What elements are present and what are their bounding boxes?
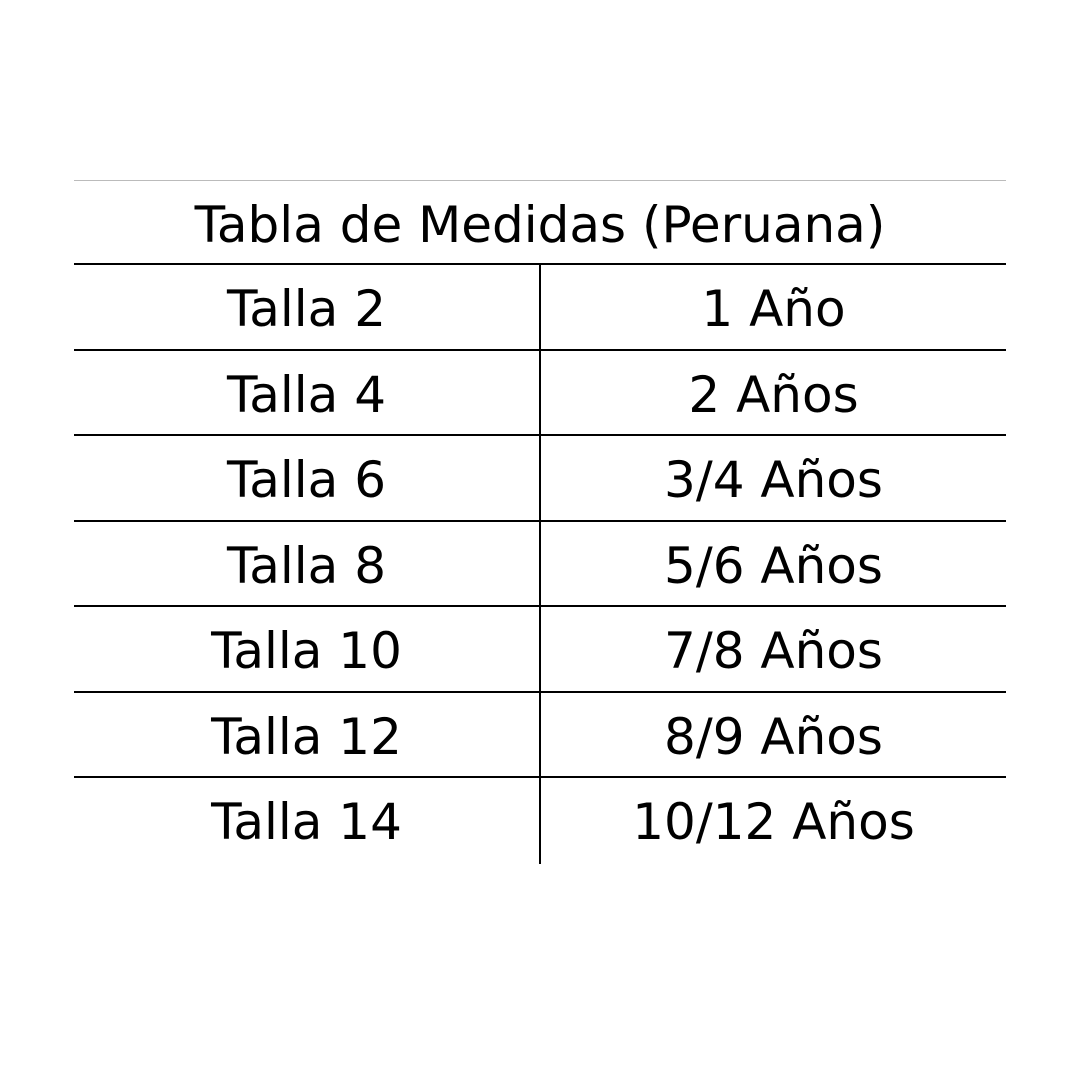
size-cell: Talla 6 <box>74 436 541 520</box>
age-cell: 7/8 Años <box>664 622 883 680</box>
age-cell: 10/12 Años <box>632 793 915 851</box>
size-cell: Talla 4 <box>74 350 541 434</box>
table-body: Talla 2 1 Año Talla 4 2 Años Talla 6 3/4 Años… <box>74 265 1006 864</box>
size-cell: Talla 12 <box>74 692 541 776</box>
table-row: Talla 10 7/8 Años <box>74 607 1006 693</box>
table-row: Talla 6 3/4 Años <box>74 436 1006 522</box>
age-cell: 3/4 Años <box>664 451 883 509</box>
table-row: Talla 8 5/6 Años <box>74 521 1006 607</box>
age-cell: 2 Años <box>688 365 859 424</box>
age-cell: 8/9 Años <box>664 707 883 766</box>
table-row: Talla 12 8/9 Años <box>74 692 1006 778</box>
size-cell: Talla 14 <box>74 778 541 864</box>
table-row: Talla 2 1 Año <box>74 265 1006 351</box>
table-title: Tabla de Medidas (Peruana) <box>74 180 1006 265</box>
table-row: Talla 4 2 Años <box>74 350 1006 436</box>
age-cell: 5/6 Años <box>664 536 883 595</box>
table-row: Talla 14 10/12 Años <box>74 778 1006 864</box>
size-cell: Talla 8 <box>74 521 541 605</box>
size-cell: Talla 10 <box>74 607 541 691</box>
age-cell: 1 Año <box>701 280 846 338</box>
size-cell: Talla 2 <box>74 265 541 349</box>
